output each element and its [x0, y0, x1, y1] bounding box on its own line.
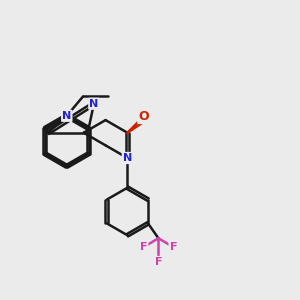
Text: O: O: [139, 110, 149, 123]
Text: F: F: [140, 242, 147, 252]
Text: N: N: [89, 99, 98, 109]
Text: F: F: [169, 242, 177, 252]
Text: F: F: [155, 257, 162, 267]
Text: N: N: [123, 153, 132, 163]
Text: N: N: [62, 111, 71, 121]
